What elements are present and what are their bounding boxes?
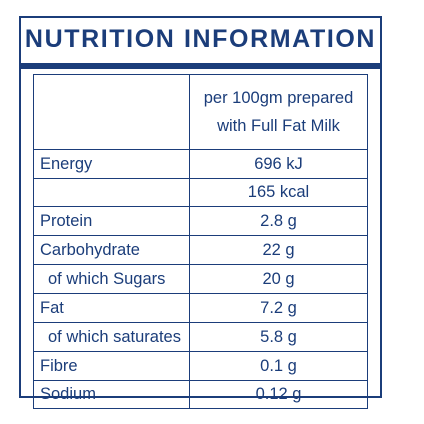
nutrient-value: 165 kcal <box>189 178 368 207</box>
nutrient-value: 5.8 g <box>189 322 368 352</box>
nutrient-label: Carbohydrate <box>33 235 190 265</box>
nutrient-label: Sodium <box>33 380 190 409</box>
nutrient-value: 22 g <box>189 235 368 265</box>
table-row: Protein 2.8 g <box>33 206 368 236</box>
table-row: Energy 696 kJ <box>33 149 368 179</box>
panel-title: NUTRITION INFORMATION <box>24 25 377 53</box>
nutrient-value: 696 kJ <box>189 149 368 179</box>
nutrient-label: Fat <box>33 293 190 323</box>
nutrient-value: 7.2 g <box>189 293 368 323</box>
table-row: 165 kcal <box>33 178 368 207</box>
table-row: Carbohydrate 22 g <box>33 235 368 265</box>
header-label-cell <box>33 74 190 150</box>
table-row: of which saturates 5.8 g <box>33 322 368 352</box>
header-value-cell: per 100gm prepared with Full Fat Milk <box>189 74 368 150</box>
header-value-line-1: per 100gm prepared <box>203 89 354 107</box>
nutrient-label: Energy <box>33 149 190 179</box>
nutrient-value: 20 g <box>189 264 368 294</box>
nutrient-label <box>33 178 190 207</box>
title-divider <box>21 63 380 69</box>
table-header-row: per 100gm prepared with Full Fat Milk <box>33 74 368 150</box>
nutrient-label: of which saturates <box>33 322 190 352</box>
nutrient-label: Fibre <box>33 351 190 381</box>
table-row: Fibre 0.1 g <box>33 351 368 381</box>
nutrient-value: 0.1 g <box>189 351 368 381</box>
table-row: Fat 7.2 g <box>33 293 368 323</box>
nutrient-label: of which Sugars <box>33 264 190 294</box>
nutrient-value: 0.12 g <box>189 380 368 409</box>
header-value-line-2: with Full Fat Milk <box>217 117 340 135</box>
nutrient-label: Protein <box>33 206 190 236</box>
nutrition-panel: NUTRITION INFORMATION per 100gm prepared… <box>19 16 382 409</box>
nutrition-table: per 100gm prepared with Full Fat Milk En… <box>33 74 368 409</box>
table-row: Sodium 0.12 g <box>33 380 368 409</box>
nutrient-value: 2.8 g <box>189 206 368 236</box>
table-row: of which Sugars 20 g <box>33 264 368 294</box>
